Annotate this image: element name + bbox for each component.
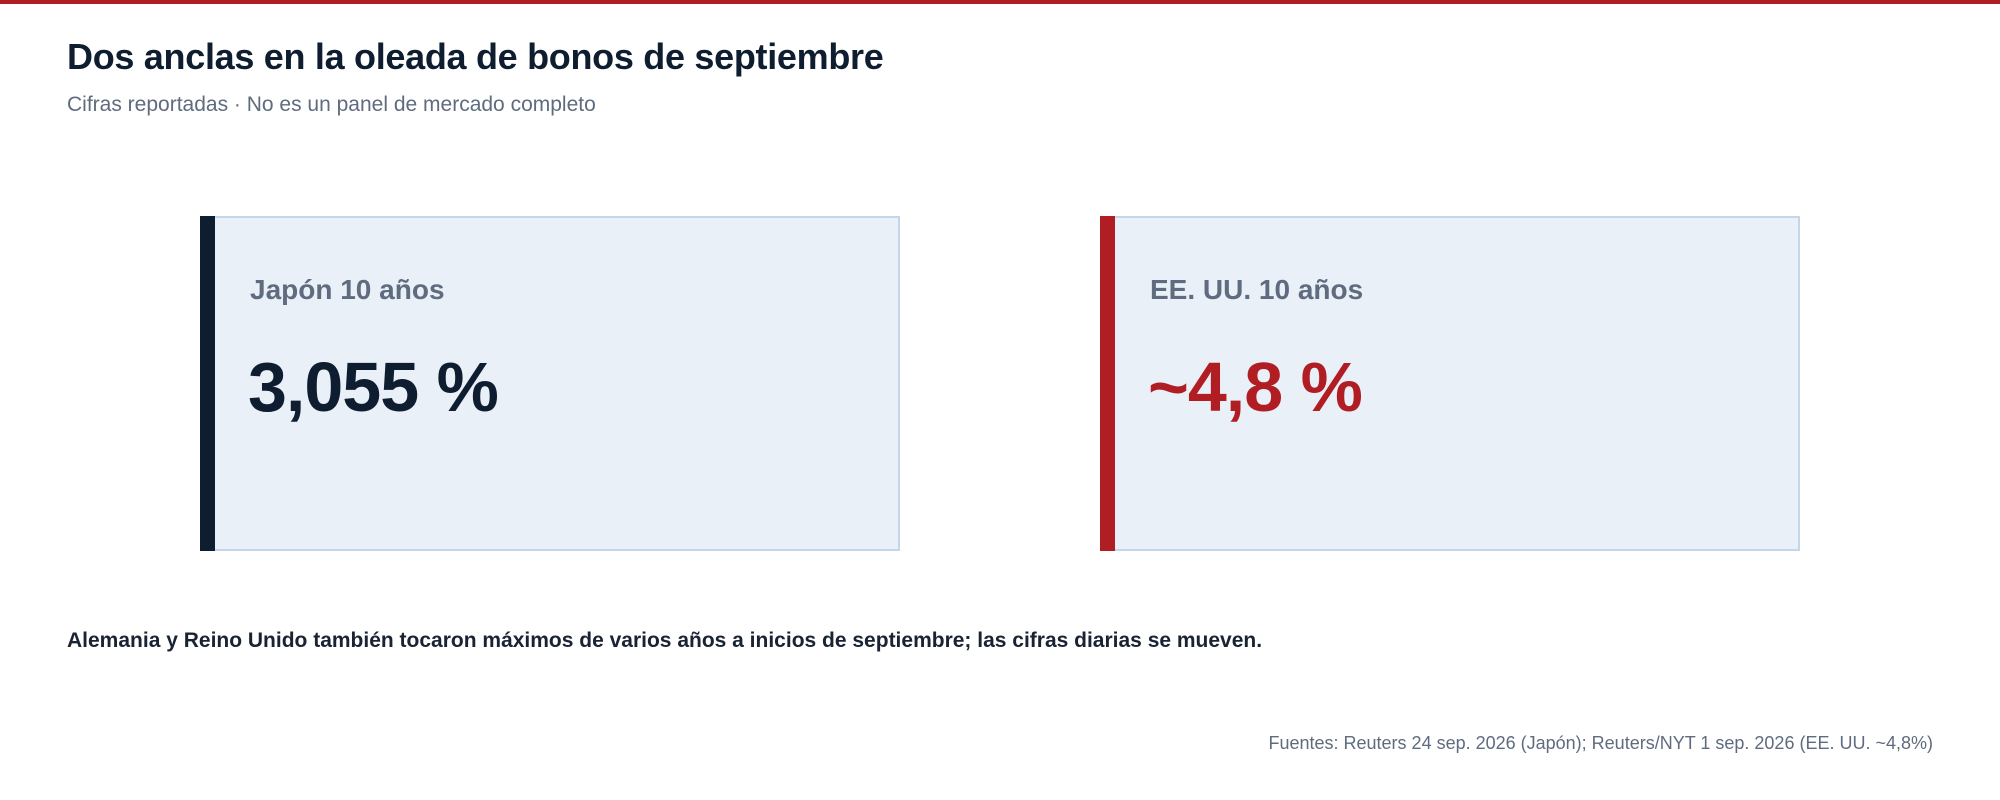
footnote: Alemania y Reino Unido también tocaron m… [67, 629, 1263, 652]
top-accent-rule [0, 0, 2000, 4]
card-label: Japón 10 años [250, 274, 445, 305]
us-10y-card: EE. UU. 10 años ~4,8 % [1100, 216, 1800, 551]
japan-10y-card: Japón 10 años 3,055 % [200, 216, 900, 551]
card-value: ~4,8 % [1148, 348, 1363, 426]
page-title: Dos anclas en la oleada de bonos de sept… [67, 36, 884, 77]
card-accent-bar [200, 216, 215, 551]
card-accent-bar [1100, 216, 1115, 551]
page-subtitle: Cifras reportadas · No es un panel de me… [67, 93, 596, 116]
card-label: EE. UU. 10 años [1150, 274, 1364, 305]
sources-line: Fuentes: Reuters 24 sep. 2026 (Japón); R… [1268, 733, 1933, 753]
card-value: 3,055 % [248, 348, 499, 426]
